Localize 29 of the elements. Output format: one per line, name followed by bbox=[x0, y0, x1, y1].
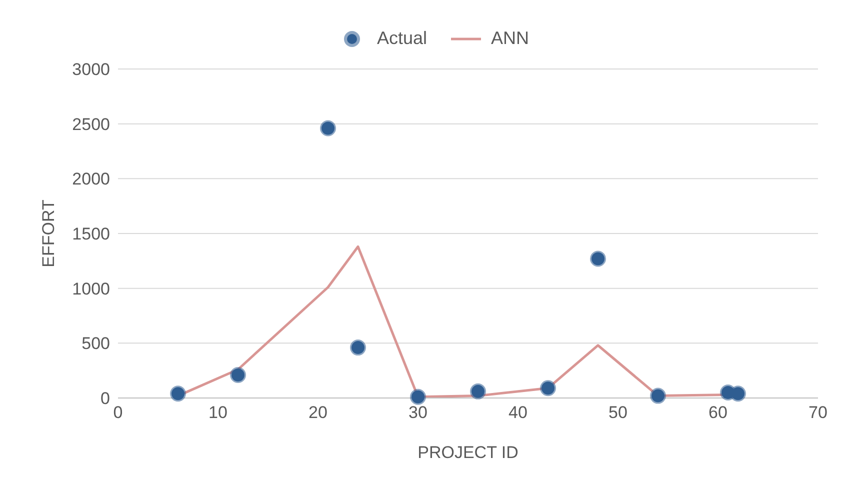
point bbox=[230, 366, 246, 383]
point bbox=[650, 388, 666, 404]
x-tick-label: 60 bbox=[708, 403, 728, 422]
point bbox=[730, 386, 746, 402]
point bbox=[350, 340, 366, 356]
point bbox=[540, 380, 556, 396]
y-tick-label: 3000 bbox=[72, 60, 110, 80]
legend-label: ANN bbox=[490, 28, 530, 49]
x-tick-label: 0 bbox=[113, 403, 123, 422]
y-tick-label: 0 bbox=[100, 389, 110, 408]
point bbox=[470, 383, 486, 400]
point bbox=[320, 120, 336, 136]
x-tick-label: 10 bbox=[208, 403, 228, 422]
x-tick-label: 50 bbox=[608, 403, 628, 422]
x-axis-title: PROJECT ID bbox=[418, 443, 518, 462]
point bbox=[170, 386, 186, 402]
point bbox=[410, 388, 426, 405]
x-tick-label: 40 bbox=[508, 403, 528, 422]
x-tick-label: 20 bbox=[308, 403, 328, 422]
y-tick-label: 1500 bbox=[72, 224, 110, 244]
y-tick-label: 2000 bbox=[72, 170, 110, 189]
y-tick-label: 500 bbox=[82, 334, 110, 354]
legend-label: Actual bbox=[376, 28, 427, 49]
y-tick-label: 2500 bbox=[72, 114, 110, 134]
x-tick-label: 70 bbox=[808, 403, 828, 422]
y-axis-title: EFFORT bbox=[39, 200, 58, 268]
y-tick-label: 1000 bbox=[72, 279, 110, 298]
point bbox=[590, 250, 606, 267]
x-tick-label: 30 bbox=[408, 403, 428, 422]
